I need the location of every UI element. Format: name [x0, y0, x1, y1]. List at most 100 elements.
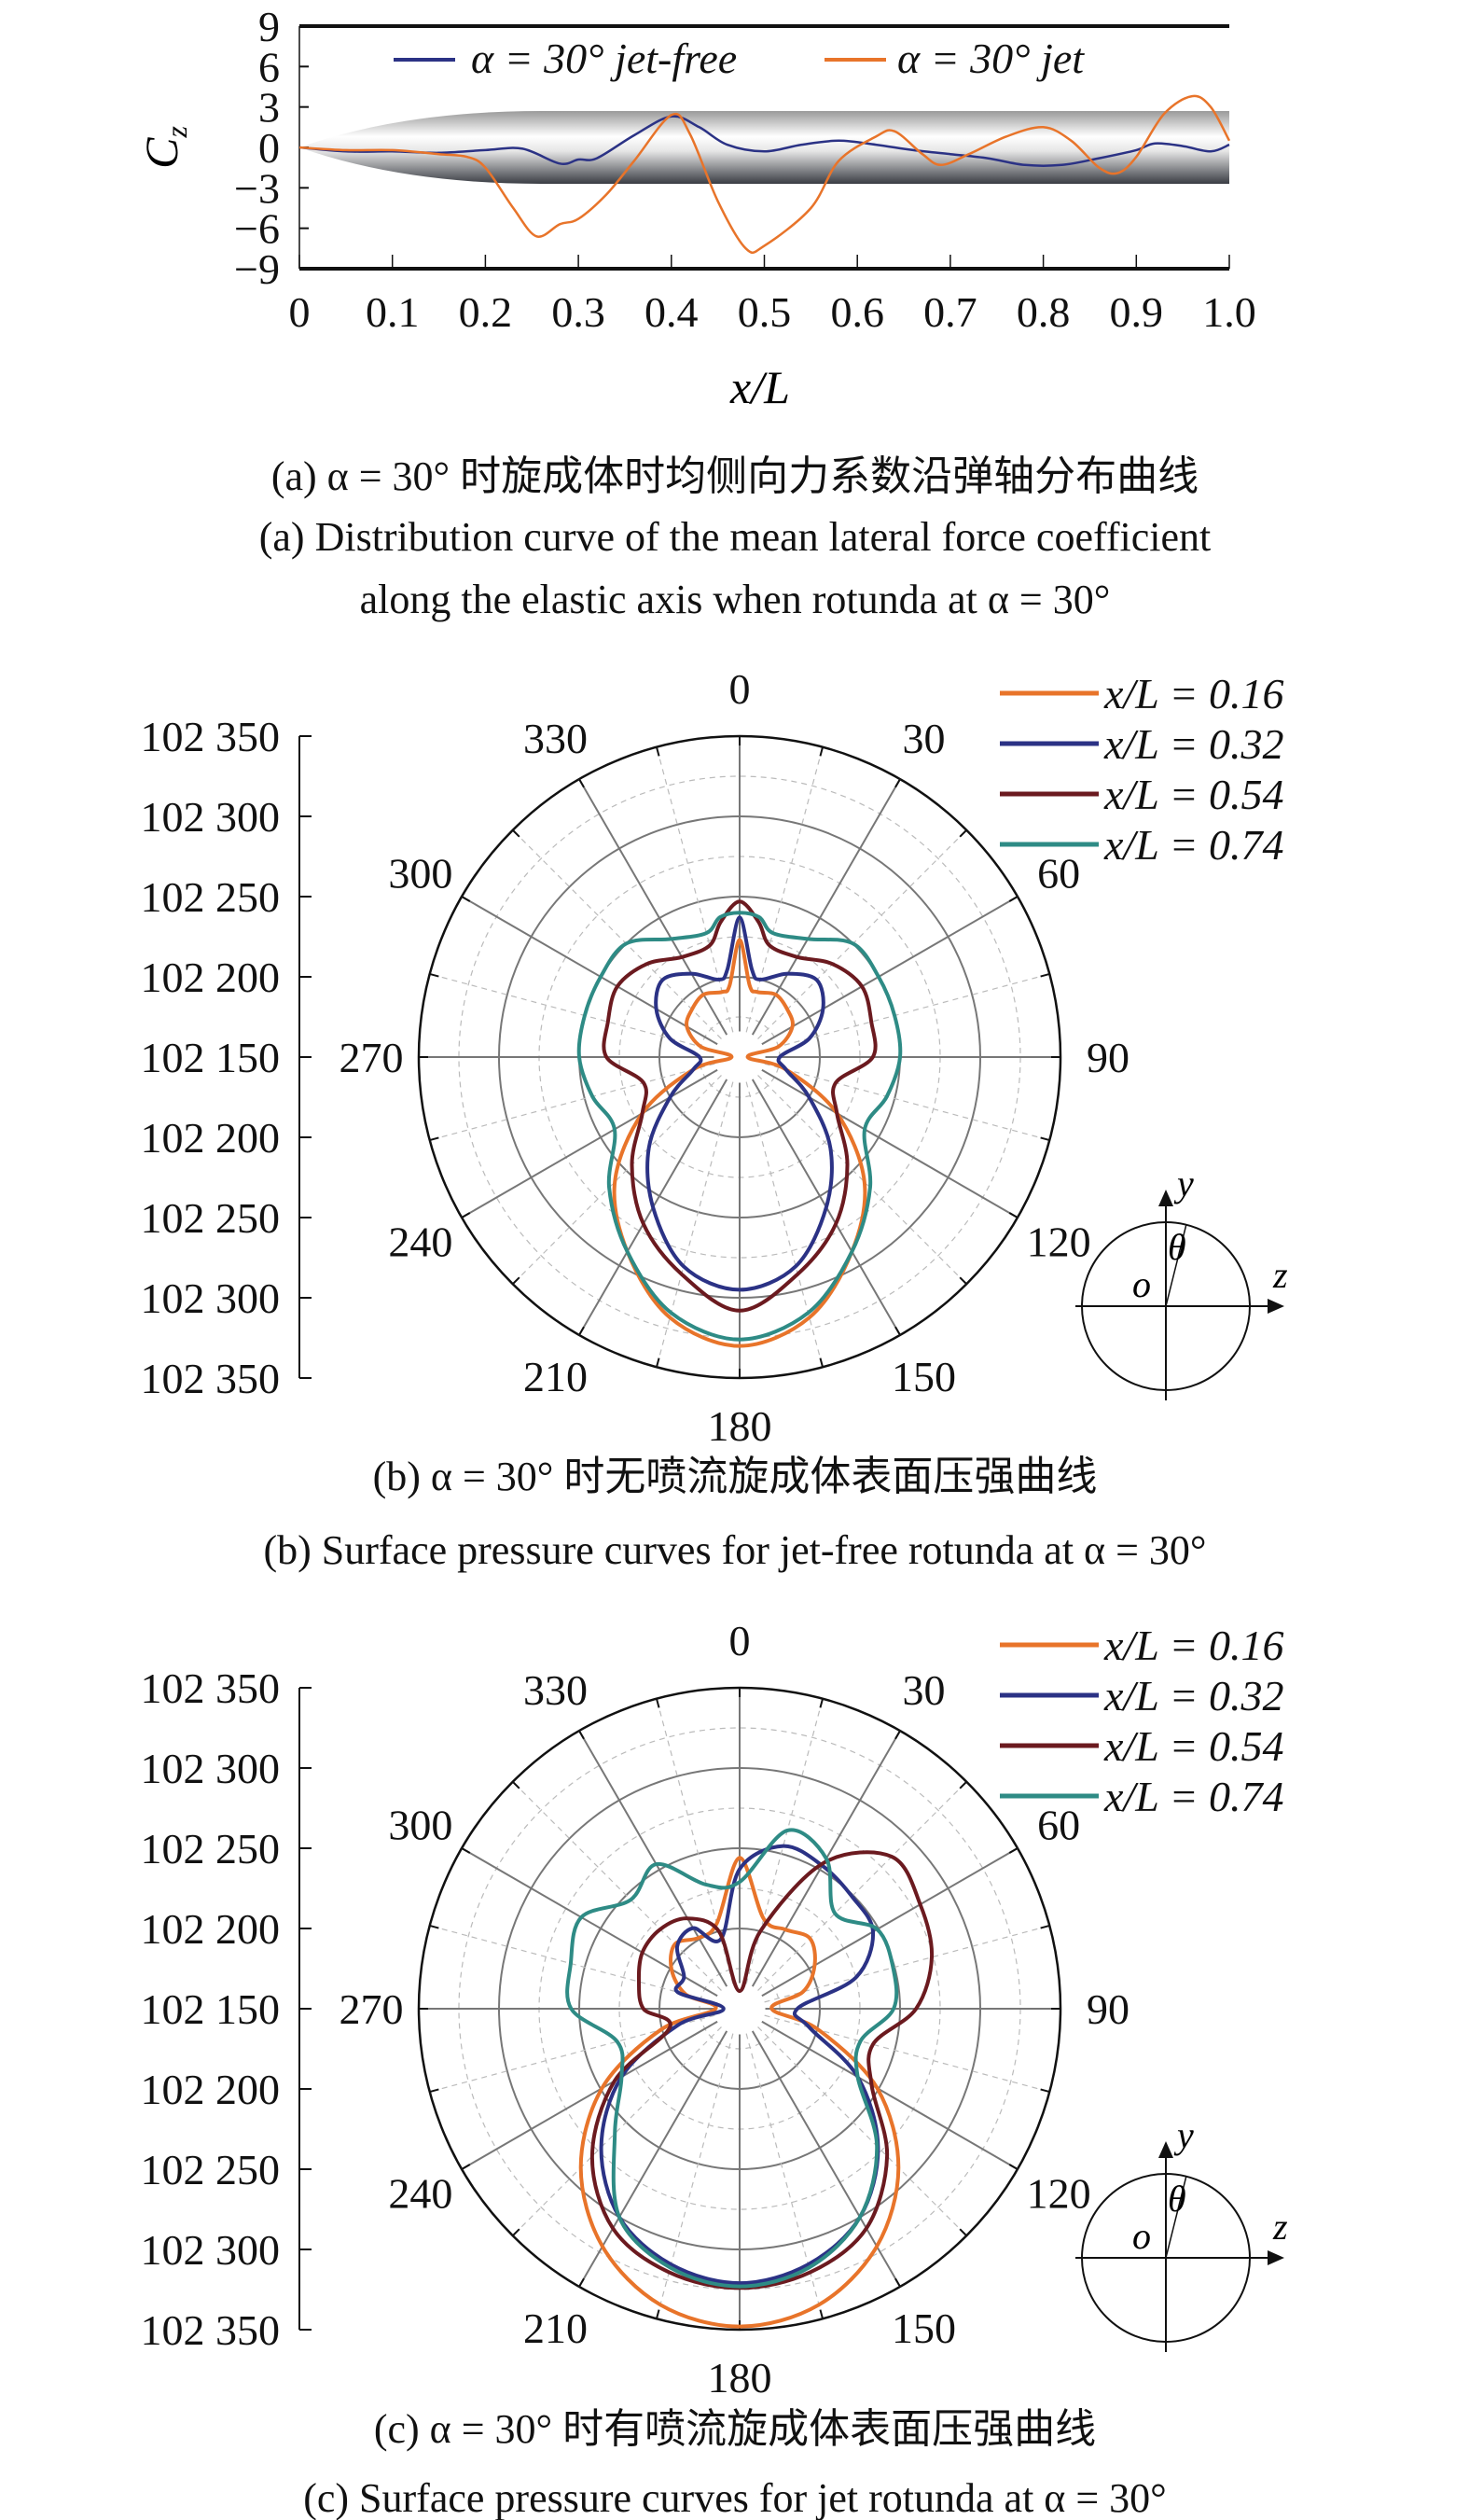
polar-angle-tick — [819, 1698, 824, 1708]
inset-z-label: z — [1272, 1254, 1288, 1296]
angle-label: 30 — [903, 1666, 946, 1714]
polar-angle-tick — [894, 1326, 901, 1336]
polar-angle-tick — [1008, 1212, 1019, 1218]
polar-angle-tick — [578, 778, 585, 788]
pressure-curve-074 — [576, 911, 903, 1342]
y-tick-label: −6 — [234, 205, 280, 253]
radial-axis-label: 102 350 — [141, 1664, 281, 1712]
inset-z-label: z — [1272, 2206, 1288, 2248]
angle-label: 180 — [708, 1402, 772, 1450]
polar-grid-spoke — [757, 2026, 967, 2236]
angle-label: 270 — [340, 1034, 404, 1081]
inset-origin-label: o — [1132, 2215, 1151, 2257]
polar-angle-tick — [429, 1925, 439, 1929]
rotunda-body — [299, 111, 1229, 184]
polar-grid-spoke — [757, 1781, 967, 1991]
polar-angle-tick — [1040, 973, 1050, 978]
x-tick-label: 0.2 — [459, 288, 513, 336]
angle-label: 150 — [892, 1353, 956, 1400]
polar-grid-spoke — [512, 1075, 722, 1285]
polar-angle-tick — [512, 1781, 520, 1789]
legend-label: x/L = 0.16 — [1103, 1622, 1284, 1669]
x-axis-label: x/L — [729, 361, 790, 413]
polar-grid-spoke — [578, 2030, 728, 2288]
polar-grid-spoke — [757, 1075, 967, 1285]
y-tick-label: 3 — [258, 84, 280, 132]
polar-grid-spoke — [764, 1925, 1050, 2003]
polar-grid-spoke — [764, 973, 1050, 1051]
polar-grid-spoke — [512, 2026, 722, 2236]
x-tick-label: 0.5 — [738, 288, 792, 336]
angle-label: 300 — [388, 850, 452, 898]
polar-angle-tick — [894, 2277, 901, 2288]
jet-pressure-polar-chart: 0 30 60 90 120 150 180 210 240 270 300 330 102 350 10… — [141, 1617, 1289, 2402]
series-line-jet — [298, 94, 1231, 255]
polar-angle-tick — [1040, 2088, 1050, 2093]
legend-label: x/L = 0.74 — [1103, 821, 1284, 869]
polar-grid-spoke — [656, 1698, 734, 1984]
radial-axis-label: 102 300 — [141, 1745, 281, 1792]
radial-axis-label: 102 150 — [141, 1034, 281, 1081]
polar-grid-spoke — [745, 746, 824, 1033]
legend-label: x/L = 0.16 — [1103, 670, 1284, 717]
x-tick-label: 0 — [289, 288, 311, 336]
theta-radius-line — [1165, 2175, 1187, 2259]
polar-grid-spoke — [461, 2020, 718, 2170]
polar-angle-tick — [959, 2228, 967, 2236]
angle-label: 90 — [1087, 1034, 1129, 1081]
polar-angle-tick — [894, 778, 901, 788]
angle-label: 120 — [1027, 2170, 1091, 2218]
series-line-jet-free — [298, 115, 1230, 167]
inset-y-label: y — [1173, 2114, 1194, 2156]
caption-b-chinese: (b) α = 30° 时无喷流旋成体表面压强曲线 — [373, 1454, 1098, 1499]
x-tick-label: 0.7 — [923, 288, 977, 336]
polar-angle-tick — [959, 1276, 967, 1285]
polar-angle-tick — [578, 2277, 585, 2288]
inset-origin-label: o — [1132, 1263, 1151, 1305]
angle-label: 270 — [340, 1985, 404, 2033]
radial-axis-label: 102 350 — [141, 713, 281, 760]
theta-radius-line — [1165, 1223, 1187, 1307]
inset-theta-label: θ — [1168, 1226, 1186, 1268]
radial-axis-label: 102 200 — [141, 954, 281, 1001]
polar-grid-spoke — [578, 1730, 728, 1987]
x-tick-label: 0.3 — [551, 288, 605, 336]
polar-angle-tick — [512, 2228, 520, 2236]
polar-grid-spoke — [764, 2014, 1050, 2093]
polar-angle-tick — [512, 829, 520, 838]
polar-angle-tick — [959, 1781, 967, 1789]
legend: α = 30° jet-free α = 30° jet — [394, 35, 1085, 82]
coordinate-system-inset: y z oθ — [1075, 2114, 1288, 2352]
polar-grid-spoke — [429, 2014, 715, 2093]
x-tick-label: 0.9 — [1110, 288, 1164, 336]
polar-angle-tick — [461, 2164, 471, 2170]
angle-label: 330 — [523, 1666, 588, 1714]
polar-grid-spoke — [512, 829, 722, 1039]
y-axis-label: Cz — [135, 126, 193, 169]
inset-y-label: y — [1173, 1163, 1194, 1204]
radial-axis-label: 102 150 — [141, 1985, 281, 2033]
pressure-curve-016 — [578, 1856, 901, 2329]
angle-label: 210 — [523, 1353, 588, 1400]
caption-c-english: (c) Surface pressure curves for jet rotu… — [303, 2475, 1167, 2520]
angle-label: 240 — [388, 2170, 452, 2218]
polar-angle-tick — [1040, 1925, 1050, 1929]
pressure-curve-054 — [602, 899, 878, 1313]
polar-angle-tick — [461, 1212, 471, 1218]
radial-axis-label: 102 300 — [141, 2226, 281, 2274]
coordinate-system-inset: y z oθ — [1075, 1163, 1288, 1400]
polar-grid-spoke — [764, 1063, 1050, 1141]
axes: 0 0.1 0.2 0.3 0.4 0.5 0.6 0.7 0.8 0.9 1.09630−3−6−… — [234, 3, 1256, 336]
radial-axis-label: 102 350 — [141, 1355, 281, 1402]
radial-axis-label: 102 250 — [141, 1825, 281, 1873]
polar-center-hole — [714, 1031, 766, 1083]
inset-theta-label: θ — [1168, 2178, 1186, 2220]
angle-label: 90 — [1087, 1985, 1129, 2033]
polar-angle-tick — [819, 746, 824, 757]
polar-angle-tick — [656, 1357, 660, 1368]
pressure-curve-032 — [599, 1844, 880, 2286]
y-tick-label: 0 — [258, 124, 280, 172]
radial-axis-label: 102 250 — [141, 873, 281, 921]
polar-grid-spoke — [751, 2030, 901, 2288]
